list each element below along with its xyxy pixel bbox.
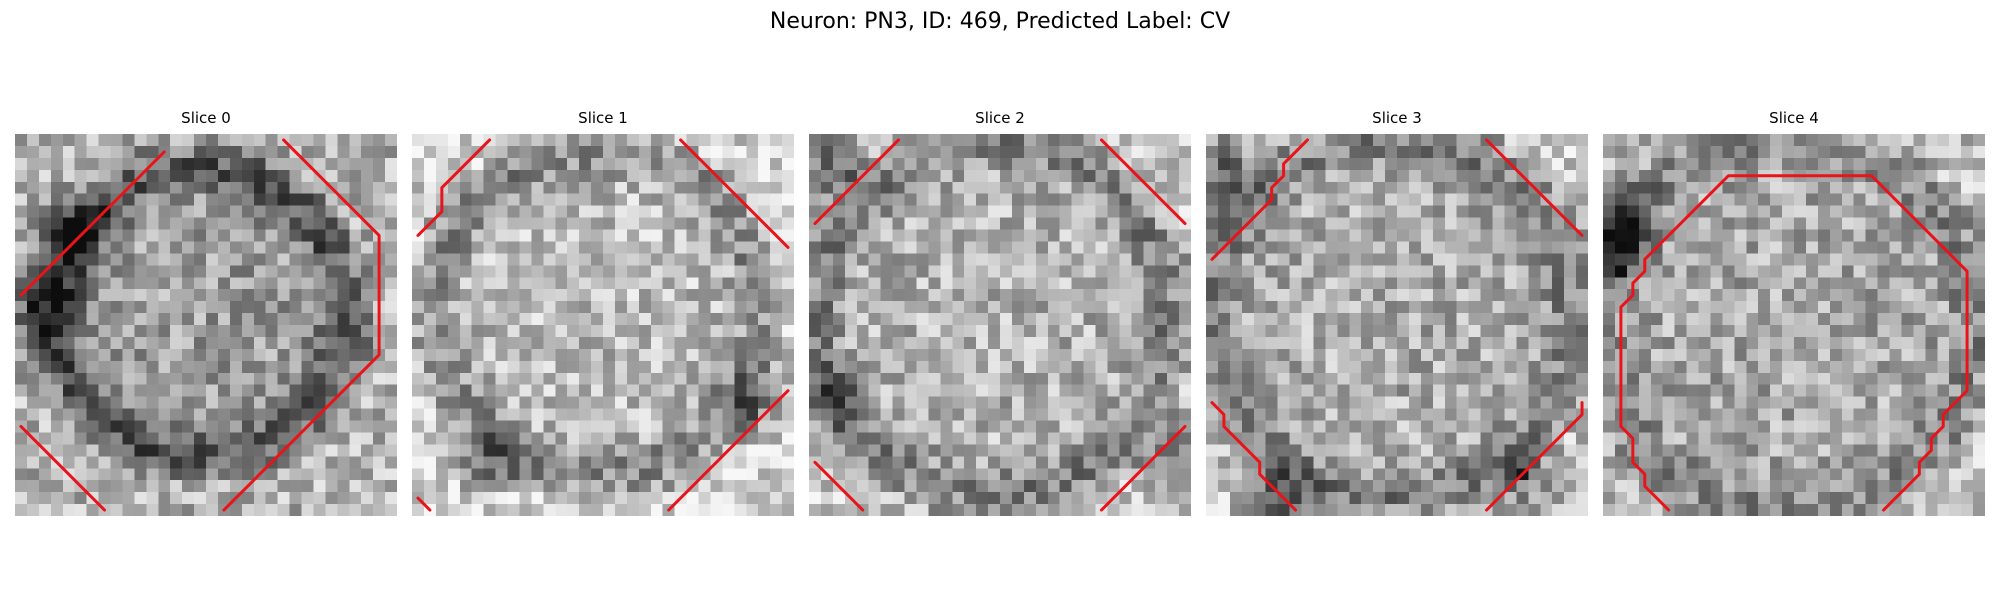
contour-line bbox=[1485, 138, 1584, 237]
contour-line bbox=[679, 138, 790, 249]
figure-title: Neuron: PN3, ID: 469, Predicted Label: C… bbox=[769, 9, 1231, 34]
contour-line bbox=[667, 389, 790, 512]
contour-line bbox=[19, 150, 166, 297]
contour-line bbox=[1099, 138, 1187, 226]
slice-title: Slice 0 bbox=[181, 109, 231, 127]
contour-overlay bbox=[813, 138, 1187, 512]
contour-line bbox=[813, 460, 865, 512]
slice-title: Slice 2 bbox=[975, 109, 1025, 127]
contour-overlay bbox=[1210, 138, 1584, 512]
slice-image bbox=[1206, 134, 1588, 516]
contour-line bbox=[416, 138, 492, 237]
contour-line bbox=[1619, 174, 1969, 512]
contour-line bbox=[19, 424, 107, 512]
contour-line bbox=[1485, 401, 1584, 512]
contour-line bbox=[1099, 424, 1187, 512]
slice-title: Slice 4 bbox=[1769, 109, 1819, 127]
contour-overlay bbox=[1619, 174, 1969, 512]
contour-overlay bbox=[416, 138, 790, 512]
slice-image bbox=[15, 134, 397, 516]
contour-line bbox=[1210, 401, 1298, 512]
slice-title: Slice 3 bbox=[1372, 109, 1422, 127]
contour-line bbox=[222, 138, 381, 512]
slice-image bbox=[1603, 134, 1985, 516]
contour-line bbox=[416, 496, 432, 512]
contour-line bbox=[813, 138, 901, 226]
slice-image bbox=[412, 134, 794, 516]
contour-line bbox=[1210, 138, 1309, 261]
slice-image bbox=[809, 134, 1191, 516]
contour-overlay bbox=[19, 138, 381, 512]
slice-title: Slice 1 bbox=[578, 109, 628, 127]
